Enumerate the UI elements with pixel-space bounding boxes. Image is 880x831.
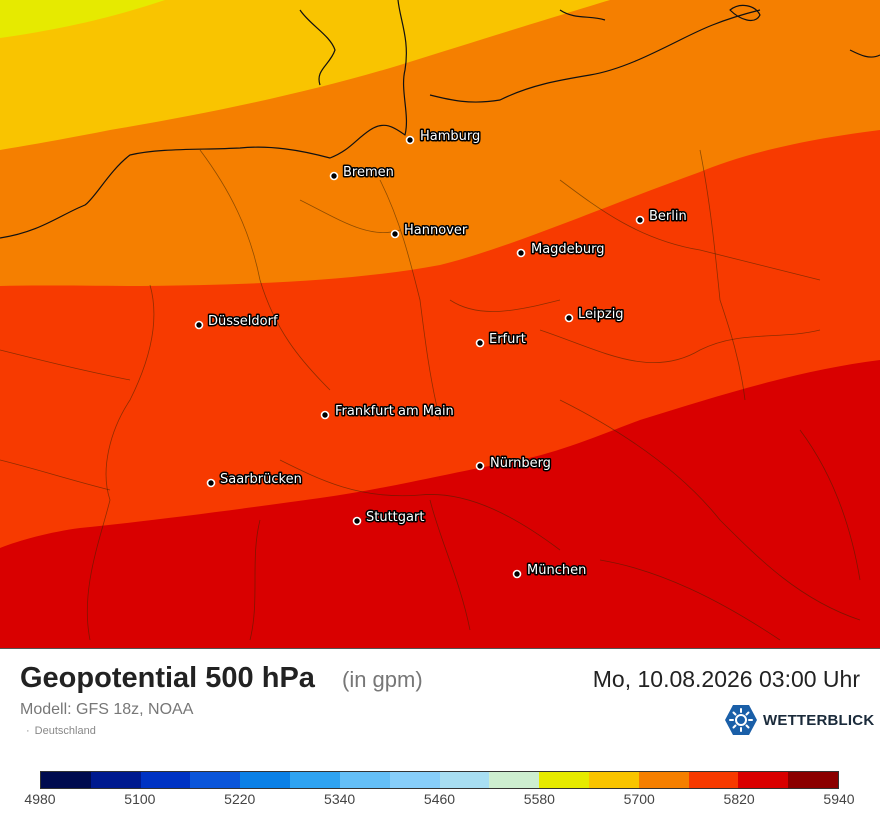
city-dot-leipzig bbox=[564, 313, 574, 323]
scale-tick-label: 4980 bbox=[24, 791, 56, 807]
scale-segment bbox=[788, 772, 838, 788]
scale-tick-label: 5220 bbox=[224, 791, 256, 807]
city-dot-frankfurt bbox=[320, 410, 330, 420]
color-scale-bar bbox=[40, 771, 839, 789]
model-info: Modell: GFS 18z, NOAA bbox=[20, 701, 194, 718]
band-5580-5640 bbox=[0, 0, 165, 38]
scale-segment bbox=[140, 772, 191, 788]
forecast-datetime: Mo, 10.08.2026 03:00 Uhr bbox=[592, 666, 860, 692]
scale-segment bbox=[389, 772, 440, 788]
scale-segment bbox=[688, 772, 739, 788]
city-label-nuernberg[interactable]: Nürnberg bbox=[489, 455, 553, 473]
brand-logo[interactable]: WETTERBLICK bbox=[724, 704, 874, 736]
city-dot-hamburg bbox=[405, 135, 415, 145]
city-dot-saarbruecken bbox=[206, 478, 216, 488]
brand-name: WETTERBLICK bbox=[763, 711, 875, 729]
city-dot-nuernberg bbox=[475, 461, 485, 471]
region-separator: · bbox=[26, 725, 30, 737]
city-label-duesseldorf[interactable]: Düsseldorf bbox=[207, 313, 280, 331]
city-label-magdeburg[interactable]: Magdeburg bbox=[530, 241, 607, 259]
city-label-bremen[interactable]: Bremen bbox=[342, 164, 396, 182]
city-dot-bremen bbox=[329, 171, 339, 181]
scale-segment bbox=[41, 772, 91, 788]
city-label-stuttgart[interactable]: Stuttgart bbox=[365, 509, 426, 527]
admin-borders bbox=[0, 149, 861, 641]
scale-tick-label: 5340 bbox=[324, 791, 356, 807]
scale-tick-label: 5820 bbox=[723, 791, 755, 807]
city-dot-erfurt bbox=[475, 338, 485, 348]
map-canvas[interactable]: Hamburg Bremen Berlin Hannover Magdeburg… bbox=[0, 0, 880, 648]
band-5640-5700 bbox=[0, 0, 610, 150]
scale-segment bbox=[339, 772, 390, 788]
scale-segment bbox=[588, 772, 639, 788]
city-label-hamburg[interactable]: Hamburg bbox=[419, 128, 482, 146]
coastlines bbox=[0, 0, 880, 239]
city-label-saarbruecken[interactable]: Saarbrücken bbox=[219, 471, 304, 489]
scale-segment bbox=[240, 772, 291, 788]
region-label[interactable]: · Deutschland bbox=[26, 725, 96, 737]
scale-segment bbox=[489, 772, 540, 788]
scale-tick-label: 5100 bbox=[124, 791, 156, 807]
scale-segment bbox=[738, 772, 789, 788]
map-unit: (in gpm) bbox=[342, 667, 423, 692]
city-label-muenchen[interactable]: München bbox=[526, 562, 588, 580]
scale-segment bbox=[190, 772, 241, 788]
scale-tick-label: 5580 bbox=[523, 791, 555, 807]
scale-tick-label: 5940 bbox=[823, 791, 855, 807]
city-label-erfurt[interactable]: Erfurt bbox=[488, 331, 528, 349]
city-dot-muenchen bbox=[512, 569, 522, 579]
city-dot-duesseldorf bbox=[194, 320, 204, 330]
scale-tick-label: 5460 bbox=[423, 791, 456, 807]
map-footer bbox=[0, 648, 880, 831]
map-title: Geopotential 500 hPa bbox=[20, 662, 315, 694]
city-label-hannover[interactable]: Hannover bbox=[403, 222, 470, 240]
region-name[interactable]: Deutschland bbox=[34, 725, 96, 737]
scale-segment bbox=[539, 772, 589, 788]
city-markers: Hamburg Bremen Berlin Hannover Magdeburg… bbox=[194, 128, 689, 580]
scale-segment bbox=[638, 772, 689, 788]
city-dot-magdeburg bbox=[516, 248, 526, 258]
city-dot-hannover bbox=[390, 229, 400, 239]
scale-tick-label: 5700 bbox=[623, 791, 655, 807]
city-dot-stuttgart bbox=[352, 516, 362, 526]
scale-segment bbox=[439, 772, 490, 788]
scale-segment bbox=[290, 772, 340, 788]
city-label-frankfurt[interactable]: Frankfurt am Main bbox=[334, 403, 456, 421]
scale-segment bbox=[90, 772, 141, 788]
weather-logo-icon bbox=[725, 705, 757, 735]
city-label-leipzig[interactable]: Leipzig bbox=[577, 306, 626, 324]
city-dot-berlin bbox=[635, 215, 645, 225]
city-label-berlin[interactable]: Berlin bbox=[648, 208, 689, 226]
